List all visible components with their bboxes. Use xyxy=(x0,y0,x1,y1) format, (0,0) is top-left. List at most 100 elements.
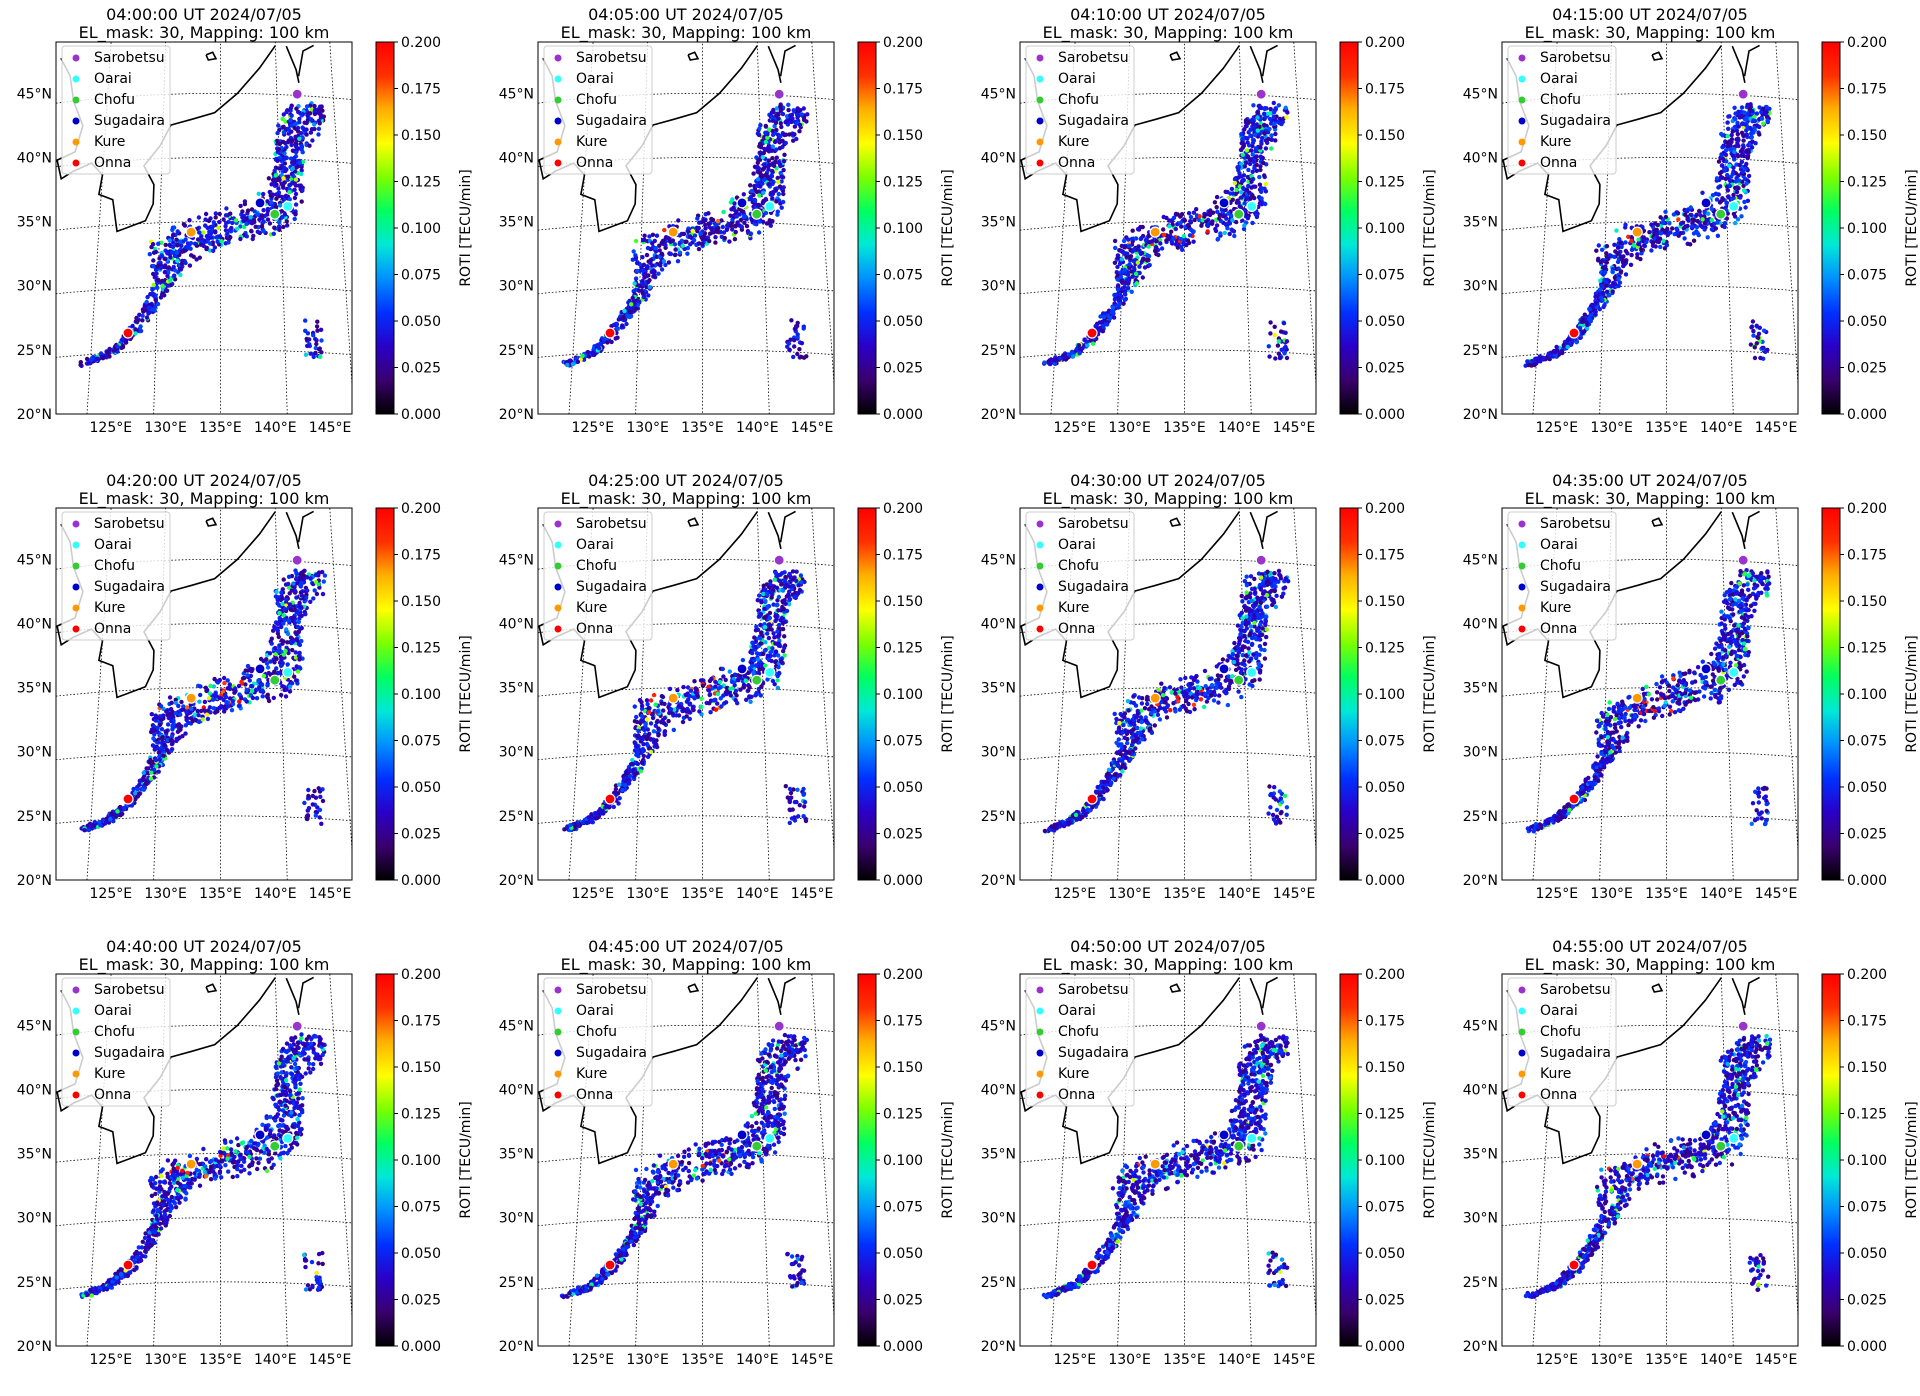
roti-point xyxy=(292,126,296,130)
station-marker xyxy=(1569,328,1579,338)
roti-point xyxy=(759,180,763,184)
roti-point xyxy=(1071,354,1075,358)
roti-point xyxy=(1755,341,1759,345)
roti-point xyxy=(1750,135,1754,139)
roti-point xyxy=(756,161,760,165)
roti-point xyxy=(270,641,274,645)
roti-point xyxy=(300,188,304,192)
roti-point xyxy=(1171,236,1175,240)
roti-point xyxy=(1721,157,1725,161)
roti-point xyxy=(798,108,802,112)
roti-point xyxy=(753,199,757,203)
roti-point xyxy=(1716,234,1720,238)
roti-point xyxy=(172,265,176,269)
roti-point xyxy=(1747,174,1751,178)
roti-point xyxy=(1100,320,1104,324)
roti-point xyxy=(284,145,288,149)
roti-point xyxy=(291,639,295,643)
roti-point xyxy=(1742,200,1746,204)
roti-point xyxy=(280,602,284,606)
roti-point xyxy=(310,138,314,142)
roti-point xyxy=(1282,351,1286,355)
map-area xyxy=(475,29,903,431)
roti-point xyxy=(253,209,257,213)
roti-point xyxy=(320,570,324,574)
roti-point xyxy=(306,808,310,812)
roti-point xyxy=(1215,210,1219,214)
roti-point xyxy=(230,221,234,225)
colorbar xyxy=(1822,42,1840,414)
lon-tick-label: 135°E xyxy=(681,420,724,436)
roti-point xyxy=(287,618,291,622)
roti-point xyxy=(312,789,316,793)
roti-point xyxy=(782,153,786,157)
roti-point xyxy=(1251,177,1255,181)
roti-point xyxy=(1283,331,1287,335)
roti-point xyxy=(1278,356,1282,360)
roti-point xyxy=(1249,148,1253,152)
roti-point xyxy=(1137,265,1141,269)
roti-point xyxy=(197,215,201,219)
roti-point xyxy=(1210,219,1214,223)
roti-point xyxy=(765,174,769,178)
lat-tick-label: 45°N xyxy=(981,86,1016,102)
roti-point xyxy=(290,648,294,652)
roti-point xyxy=(763,131,767,135)
roti-point xyxy=(1686,219,1690,223)
roti-point xyxy=(1726,194,1730,198)
roti-point xyxy=(774,199,778,203)
roti-point xyxy=(1751,333,1755,337)
roti-point xyxy=(800,112,804,116)
legend-label: Sugadaira xyxy=(1058,113,1129,129)
roti-point xyxy=(692,238,696,242)
legend-marker xyxy=(555,160,562,167)
roti-point xyxy=(219,239,223,243)
station-marker xyxy=(270,675,280,685)
roti-point xyxy=(269,182,273,186)
roti-point xyxy=(307,144,311,148)
roti-point xyxy=(1723,168,1727,172)
roti-point xyxy=(277,635,281,639)
roti-point xyxy=(568,358,572,362)
colorbar xyxy=(1340,42,1358,414)
roti-point xyxy=(1264,182,1268,186)
roti-point xyxy=(318,815,322,819)
roti-point xyxy=(204,247,208,251)
roti-point xyxy=(668,687,672,691)
coastline xyxy=(1250,46,1263,83)
roti-point xyxy=(302,801,306,805)
roti-point xyxy=(1534,360,1538,364)
roti-point xyxy=(311,802,315,806)
roti-point xyxy=(212,677,216,681)
roti-point xyxy=(1660,227,1664,231)
roti-point xyxy=(1732,157,1736,161)
roti-point xyxy=(1743,205,1747,209)
roti-point xyxy=(1225,190,1229,194)
roti-point xyxy=(1761,121,1765,125)
roti-point xyxy=(1597,243,1601,247)
coastline xyxy=(1745,45,1760,76)
roti-point xyxy=(305,588,309,592)
roti-point xyxy=(767,182,771,186)
coastline xyxy=(508,823,533,864)
roti-point xyxy=(1239,132,1243,136)
roti-point xyxy=(183,731,187,735)
lon-tick-label: 145°E xyxy=(1273,420,1316,436)
roti-point xyxy=(1119,270,1123,274)
roti-point xyxy=(298,643,302,647)
roti-point xyxy=(198,256,202,260)
roti-point xyxy=(288,118,292,122)
roti-point xyxy=(1636,242,1640,246)
roti-point xyxy=(782,133,786,137)
roti-point xyxy=(798,123,802,127)
roti-point xyxy=(1113,293,1117,297)
roti-point xyxy=(662,228,666,232)
longitude-gridline xyxy=(1775,34,1801,432)
colorbar-tick-label: 0.150 xyxy=(883,128,923,144)
roti-point xyxy=(183,237,187,241)
longitude-gridline xyxy=(329,34,355,432)
roti-point xyxy=(576,360,580,364)
roti-point xyxy=(1593,313,1597,317)
lon-tick-label: 145°E xyxy=(1755,420,1798,436)
roti-point xyxy=(1575,340,1579,344)
